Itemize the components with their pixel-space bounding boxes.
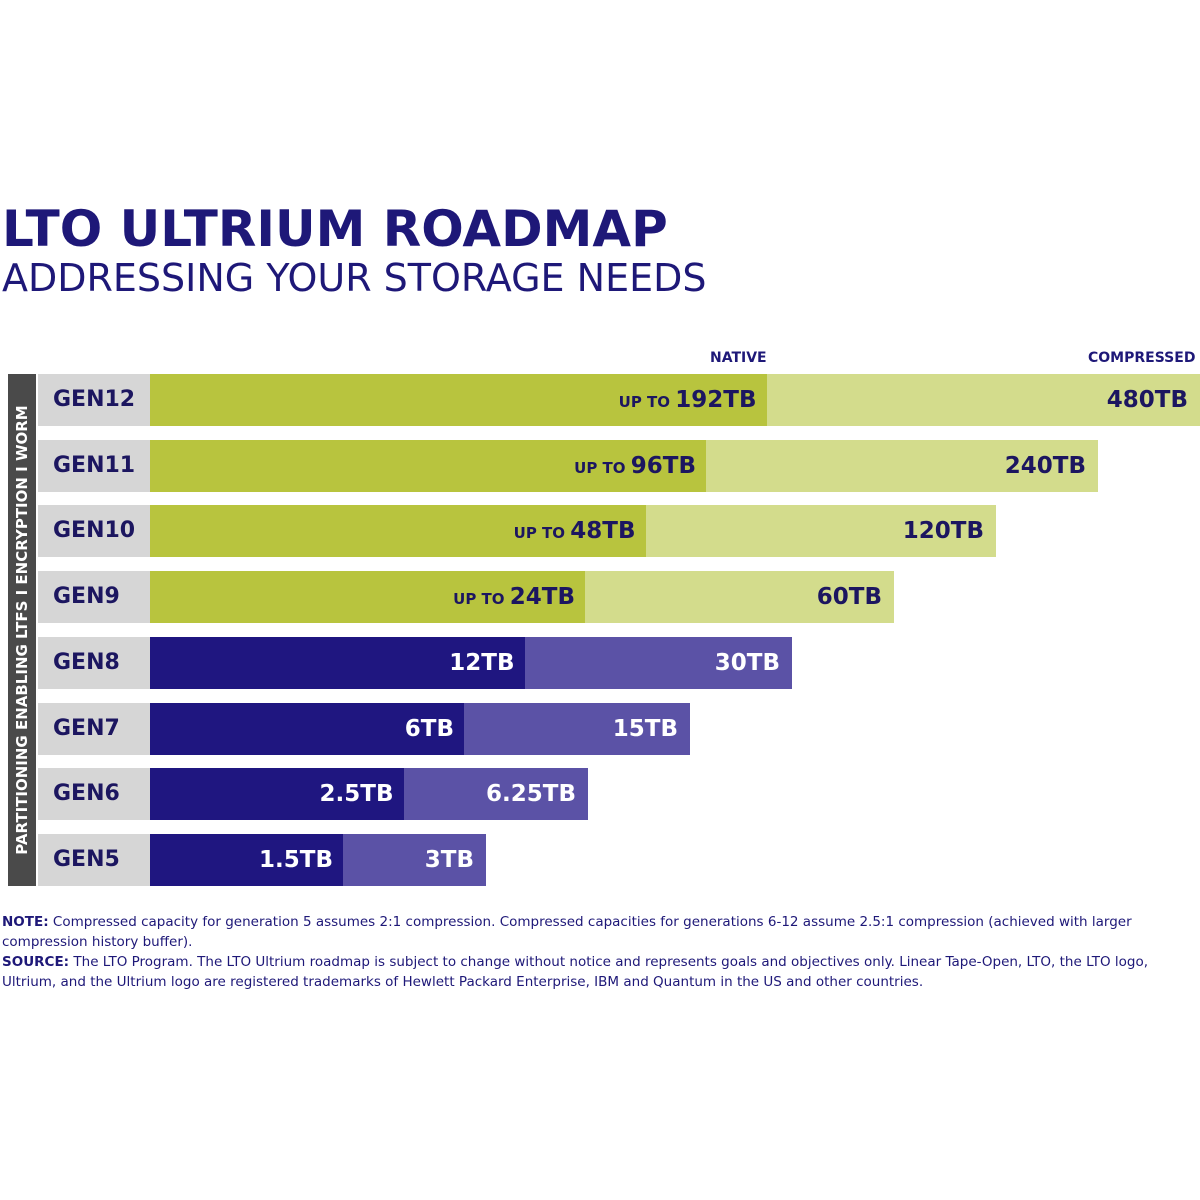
compressed-value-label: 3TB <box>424 846 474 873</box>
source-text: The LTO Program. The LTO Ultrium roadmap… <box>2 954 1149 990</box>
bar-native <box>150 505 646 558</box>
bar-native <box>150 571 585 624</box>
source-label: SOURCE: <box>2 954 70 970</box>
compressed-value-label: 30TB <box>714 649 780 676</box>
generation-label: GEN8 <box>38 636 150 689</box>
native-value-label: 1.5TB <box>259 846 333 873</box>
footnote: NOTE: Compressed capacity for generation… <box>2 912 1192 992</box>
bar-native <box>150 702 464 755</box>
native-value-label: UP TO 24TB <box>453 584 575 611</box>
feature-side-text: PARTITIONING ENABLING LTFS I ENCRYPTION … <box>13 405 31 855</box>
generation-label: GEN12 <box>38 374 150 426</box>
compressed-value-label: 15TB <box>612 715 678 742</box>
compressed-value-label: 120TB <box>902 518 984 545</box>
bar-native <box>150 768 404 821</box>
native-value-label: 2.5TB <box>319 781 394 808</box>
native-value-label: UP TO 192TB <box>618 387 757 413</box>
note-text: Compressed capacity for generation 5 ass… <box>2 914 1132 950</box>
bar-native <box>150 833 343 886</box>
chart-title: LTO ULTRIUM ROADMAP <box>2 200 668 258</box>
legend-native: NATIVE <box>710 350 767 366</box>
generation-label: GEN6 <box>38 768 150 821</box>
native-value-label: UP TO 48TB <box>513 518 636 545</box>
generation-label: GEN10 <box>38 505 150 558</box>
bar-native <box>150 374 767 426</box>
bar-native <box>150 636 525 689</box>
generation-label: GEN5 <box>38 833 150 886</box>
native-value-label: 12TB <box>449 649 515 676</box>
feature-side-label: PARTITIONING ENABLING LTFS I ENCRYPTION … <box>8 374 36 886</box>
compressed-value-label: 240TB <box>1004 452 1086 479</box>
note-label: NOTE: <box>2 914 49 930</box>
bar-native <box>150 439 706 492</box>
native-value-label: 6TB <box>404 715 454 742</box>
generation-label: GEN7 <box>38 702 150 755</box>
compressed-value-label: 60TB <box>816 584 882 611</box>
chart-subtitle: ADDRESSING YOUR STORAGE NEEDS <box>2 256 707 300</box>
generation-label: GEN11 <box>38 439 150 492</box>
generation-label: GEN9 <box>38 571 150 624</box>
legend-compressed: COMPRESSED <box>1088 350 1196 366</box>
compressed-value-label: 6.25TB <box>486 781 576 808</box>
native-value-label: UP TO 96TB <box>574 452 696 479</box>
compressed-value-label: 480TB <box>1106 387 1188 413</box>
